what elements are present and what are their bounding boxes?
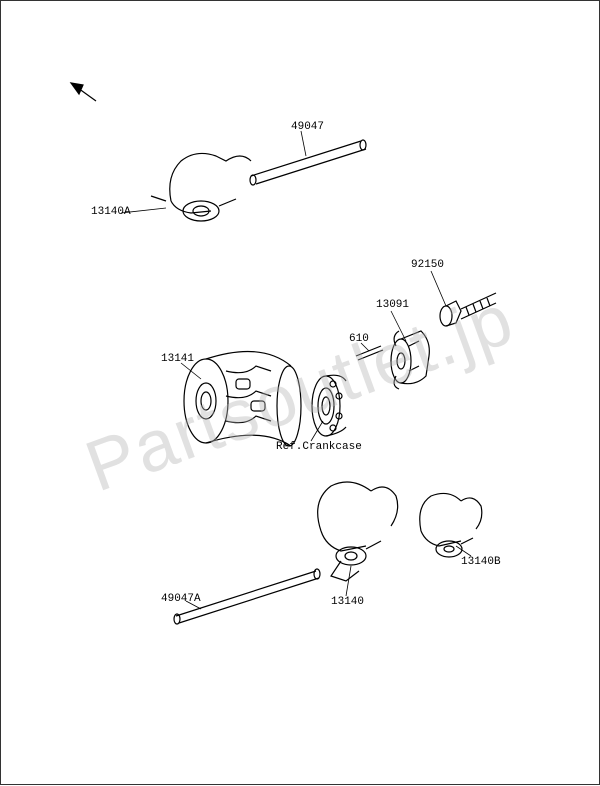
label-610: 610 (349, 333, 369, 345)
part-pin (356, 346, 383, 360)
part-rod-top (250, 140, 366, 185)
part-shift-fork-top (151, 153, 251, 221)
label-13140A: 13140A (91, 206, 131, 218)
part-shift-drum (184, 351, 301, 446)
label-13091: 13091 (376, 299, 409, 311)
arrow-indicator (71, 83, 96, 101)
label-49047A: 49047A (161, 593, 201, 605)
part-shift-fork-right (420, 493, 482, 557)
label-13141: 13141 (161, 353, 194, 365)
label-13140: 13140 (331, 596, 364, 608)
label-92150: 92150 (411, 259, 444, 271)
diagram-svg (1, 1, 600, 786)
part-bolt (440, 293, 496, 326)
part-bearing (312, 375, 346, 436)
part-shift-fork-center (318, 482, 398, 581)
label-13140B: 13140B (461, 556, 501, 568)
label-ref-crankcase: Ref.Crankcase (276, 441, 362, 453)
label-49047: 49047 (291, 121, 324, 133)
parts-diagram: 49047 13140A 92150 13091 610 13141 13140… (0, 0, 600, 785)
part-holder (391, 331, 429, 389)
